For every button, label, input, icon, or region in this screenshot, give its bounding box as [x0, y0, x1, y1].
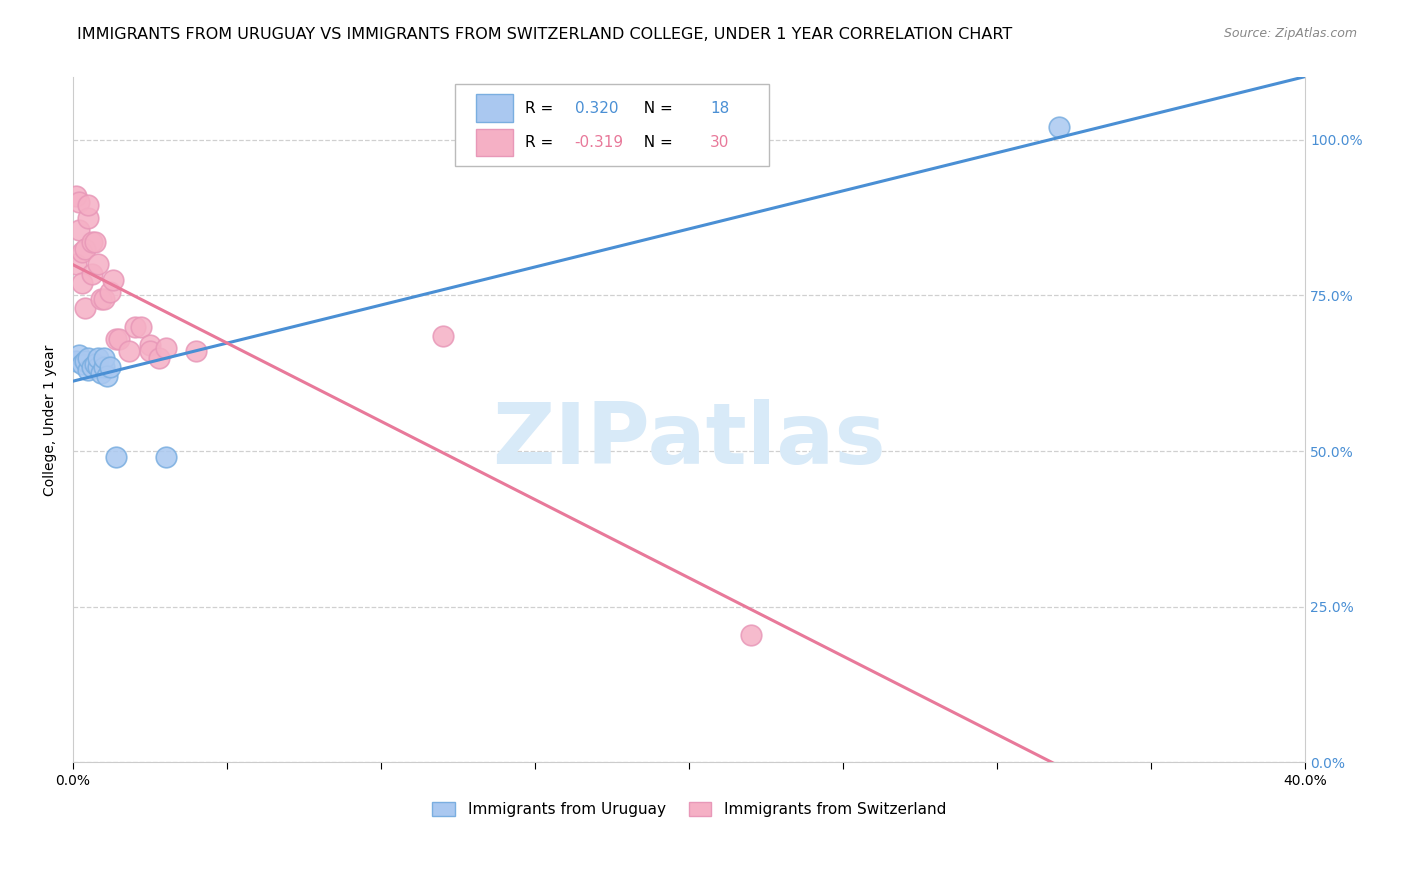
Point	[98, 285, 121, 300]
Point	[105, 450, 128, 465]
Text: R =: R =	[526, 136, 558, 150]
Point	[124, 319, 146, 334]
Point	[186, 344, 208, 359]
Point	[72, 244, 94, 259]
Point	[101, 273, 124, 287]
Point	[80, 235, 103, 250]
Text: 18: 18	[710, 101, 730, 116]
Point	[67, 347, 90, 361]
Point	[67, 223, 90, 237]
Point	[1047, 120, 1070, 135]
Point	[83, 357, 105, 371]
Point	[148, 351, 170, 365]
Point	[93, 292, 115, 306]
Point	[72, 357, 94, 371]
Point	[65, 257, 87, 271]
Point	[155, 341, 177, 355]
Text: Source: ZipAtlas.com: Source: ZipAtlas.com	[1223, 27, 1357, 40]
Point	[80, 267, 103, 281]
Point	[117, 344, 139, 359]
FancyBboxPatch shape	[456, 84, 769, 167]
Point	[108, 332, 131, 346]
Point	[98, 359, 121, 374]
Text: ZIPatlas: ZIPatlas	[492, 399, 886, 482]
Point	[139, 344, 162, 359]
Text: 30: 30	[710, 136, 730, 150]
Text: N =: N =	[634, 101, 678, 116]
Text: IMMIGRANTS FROM URUGUAY VS IMMIGRANTS FROM SWITZERLAND COLLEGE, UNDER 1 YEAR COR: IMMIGRANTS FROM URUGUAY VS IMMIGRANTS FR…	[77, 27, 1012, 42]
Point	[77, 351, 100, 365]
Point	[129, 319, 152, 334]
Point	[75, 301, 97, 315]
Point	[96, 369, 118, 384]
Point	[105, 332, 128, 346]
Bar	[477, 95, 513, 122]
Point	[75, 242, 97, 256]
Point	[67, 194, 90, 209]
Legend: Immigrants from Uruguay, Immigrants from Switzerland: Immigrants from Uruguay, Immigrants from…	[426, 796, 952, 823]
Bar	[477, 129, 513, 156]
Point	[80, 359, 103, 374]
Point	[83, 235, 105, 250]
Text: 0.320: 0.320	[575, 101, 619, 116]
Point	[77, 211, 100, 225]
Point	[77, 198, 100, 212]
Y-axis label: College, Under 1 year: College, Under 1 year	[44, 344, 58, 496]
Point	[65, 188, 87, 202]
Point	[155, 450, 177, 465]
Point	[65, 353, 87, 368]
Point	[75, 353, 97, 368]
Point	[77, 363, 100, 377]
Point	[90, 292, 112, 306]
Point	[93, 359, 115, 374]
Text: -0.319: -0.319	[575, 136, 624, 150]
Point	[72, 276, 94, 290]
Point	[90, 366, 112, 380]
Point	[87, 359, 110, 374]
Point	[139, 338, 162, 352]
Point	[93, 351, 115, 365]
Point	[87, 351, 110, 365]
Point	[87, 257, 110, 271]
Point	[740, 628, 762, 642]
Text: R =: R =	[526, 101, 558, 116]
Point	[432, 329, 454, 343]
Text: N =: N =	[634, 136, 678, 150]
